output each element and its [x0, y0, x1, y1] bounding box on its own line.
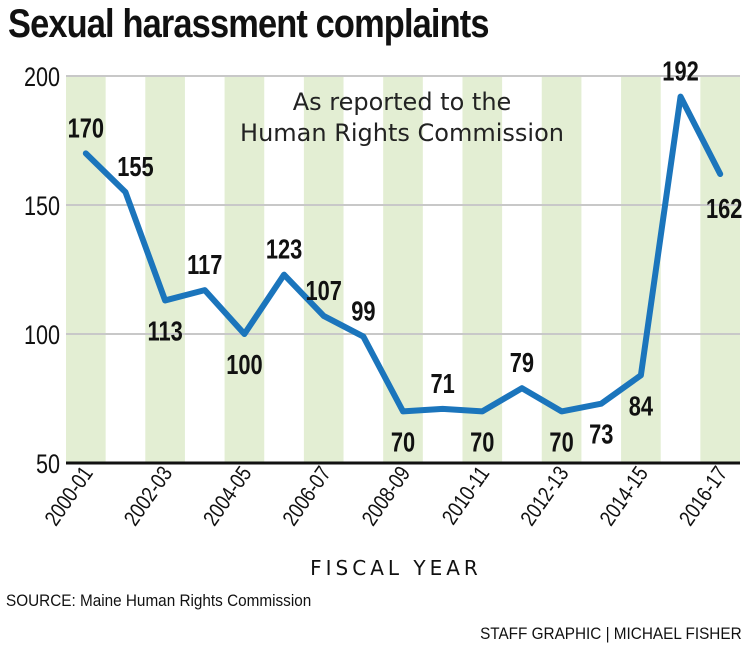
- chart-subtitle: As reported to the: [293, 88, 512, 116]
- data-label: 192: [662, 56, 698, 87]
- x-tick-label: 2002-03: [120, 462, 178, 530]
- band-stripe: [383, 76, 423, 463]
- data-label: 71: [431, 368, 455, 399]
- data-label: 99: [351, 296, 375, 327]
- source-note: SOURCE: Maine Human Rights Commission: [6, 591, 312, 610]
- band-stripe: [66, 76, 106, 463]
- data-label: 70: [549, 427, 573, 458]
- data-label: 117: [187, 250, 222, 281]
- data-label: 107: [305, 275, 341, 306]
- x-tick-label: 2012-13: [516, 462, 574, 530]
- band-stripe: [700, 76, 740, 463]
- data-label: 123: [266, 234, 302, 265]
- data-label: 70: [470, 427, 494, 458]
- data-label: 100: [226, 349, 262, 380]
- data-label: 170: [68, 113, 104, 144]
- chart-title: Sexual harassment complaints: [8, 2, 490, 46]
- y-tick-label: 200: [24, 63, 60, 93]
- x-tick-label: 2004-05: [199, 462, 257, 530]
- data-label: 162: [706, 194, 742, 225]
- data-label: 73: [589, 419, 613, 450]
- chart-subtitle: Human Rights Commission: [240, 119, 564, 147]
- x-tick-label: 2016-17: [675, 462, 733, 530]
- y-tick-label: 50: [36, 450, 60, 480]
- data-label: 84: [629, 391, 653, 422]
- data-label: 70: [391, 427, 415, 458]
- x-tick-label: 2008-09: [358, 462, 416, 530]
- data-label: 113: [148, 316, 183, 347]
- y-tick-label: 100: [24, 321, 60, 351]
- y-tick-label: 150: [24, 192, 60, 222]
- x-tick-label: 2006-07: [279, 462, 337, 530]
- band-stripe: [462, 76, 503, 463]
- data-label: 155: [117, 152, 153, 183]
- line-chart: 50 100 150 200 As reported to the Human Right…: [24, 56, 742, 580]
- x-axis-label: FISCAL YEAR: [310, 556, 482, 580]
- x-tick-label: 2010-11: [438, 462, 495, 529]
- band-stripe: [541, 76, 582, 463]
- band-stripe: [303, 76, 344, 463]
- series-line: [82, 93, 724, 415]
- data-label: 79: [510, 348, 534, 379]
- x-tick-label: 2014-15: [596, 462, 654, 530]
- credit-note: STAFF GRAPHIC | MICHAEL FISHER: [480, 624, 742, 643]
- band-stripe: [224, 76, 265, 463]
